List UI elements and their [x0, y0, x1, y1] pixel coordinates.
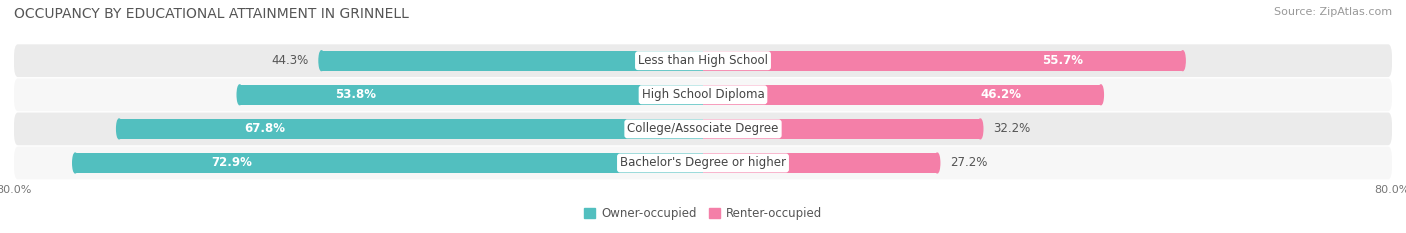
Text: OCCUPANCY BY EDUCATIONAL ATTAINMENT IN GRINNELL: OCCUPANCY BY EDUCATIONAL ATTAINMENT IN G…	[14, 7, 409, 21]
Bar	[322, 51, 703, 71]
Bar	[703, 51, 1182, 71]
Bar	[703, 153, 938, 173]
Text: 27.2%: 27.2%	[950, 157, 987, 169]
FancyBboxPatch shape	[14, 147, 1392, 179]
Circle shape	[1180, 51, 1185, 71]
Circle shape	[73, 153, 77, 173]
Text: 44.3%: 44.3%	[271, 54, 308, 67]
Circle shape	[977, 119, 983, 139]
Text: 72.9%: 72.9%	[212, 157, 253, 169]
Legend: Owner-occupied, Renter-occupied: Owner-occupied, Renter-occupied	[579, 202, 827, 225]
Bar	[703, 119, 980, 139]
Bar	[75, 153, 703, 173]
Text: Less than High School: Less than High School	[638, 54, 768, 67]
FancyBboxPatch shape	[14, 79, 1392, 111]
Text: College/Associate Degree: College/Associate Degree	[627, 122, 779, 135]
Text: 46.2%: 46.2%	[981, 88, 1022, 101]
Circle shape	[935, 153, 939, 173]
Circle shape	[238, 85, 242, 105]
Text: 53.8%: 53.8%	[335, 88, 375, 101]
Bar	[239, 85, 703, 105]
Text: Bachelor's Degree or higher: Bachelor's Degree or higher	[620, 157, 786, 169]
Circle shape	[117, 119, 122, 139]
Text: 55.7%: 55.7%	[1042, 54, 1083, 67]
Text: 32.2%: 32.2%	[993, 122, 1031, 135]
Text: Source: ZipAtlas.com: Source: ZipAtlas.com	[1274, 7, 1392, 17]
Bar	[703, 85, 1101, 105]
Circle shape	[319, 51, 323, 71]
Text: High School Diploma: High School Diploma	[641, 88, 765, 101]
Circle shape	[1098, 85, 1104, 105]
FancyBboxPatch shape	[14, 44, 1392, 77]
Text: 67.8%: 67.8%	[245, 122, 285, 135]
Bar	[120, 119, 703, 139]
FancyBboxPatch shape	[14, 113, 1392, 145]
